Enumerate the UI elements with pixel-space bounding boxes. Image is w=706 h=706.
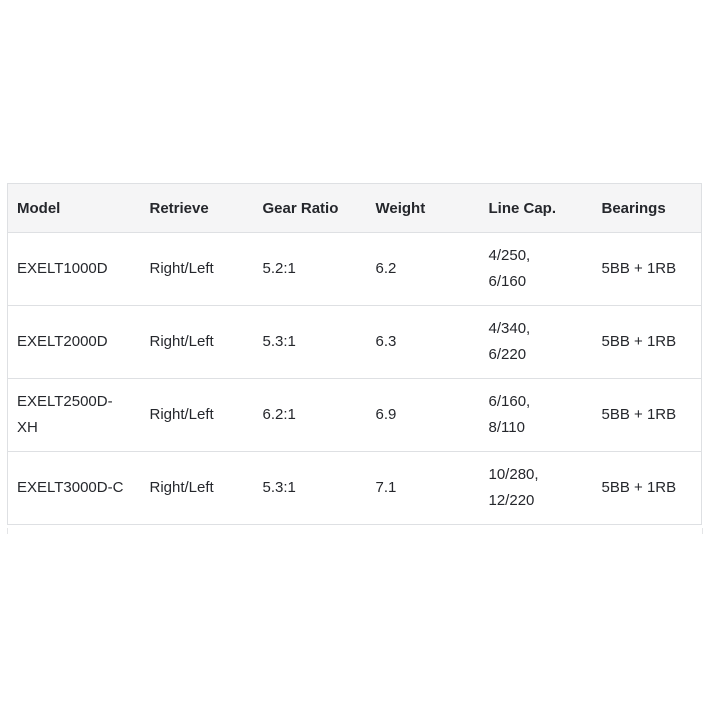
- cell-retrieve: Right/Left: [149, 305, 263, 379]
- line-cap-text: 10/280, 12/220: [488, 466, 539, 509]
- cell-bearings: 5BB + 1RB: [601, 305, 702, 379]
- cell-retrieve: Right/Left: [149, 451, 263, 525]
- column-header-bearings: Bearings: [601, 183, 702, 233]
- cell-line-cap: 6/160, 8/110: [488, 378, 602, 452]
- cell-gear-ratio: 5.3:1: [262, 451, 376, 525]
- cell-gear-ratio: 6.2:1: [262, 378, 376, 452]
- cell-model: EXELT3000D-C: [7, 451, 150, 525]
- model-text: EXELT2500D-XH: [17, 393, 113, 436]
- column-header-retrieve: Retrieve: [149, 183, 263, 233]
- cell-model: EXELT1000D: [7, 232, 150, 306]
- table-right-edge-remnant: [702, 528, 703, 534]
- column-header-line-cap: Line Cap.: [488, 183, 602, 233]
- cell-weight: 7.1: [375, 451, 489, 525]
- table-row: EXELT3000D-C Right/Left 5.3:1 7.1 10/280…: [7, 451, 702, 525]
- cell-line-cap: 4/340, 6/220: [488, 305, 602, 379]
- cell-retrieve: Right/Left: [149, 378, 263, 452]
- table-row: EXELT1000D Right/Left 5.2:1 6.2 4/250, 6…: [7, 232, 702, 306]
- cell-weight: 6.9: [375, 378, 489, 452]
- table-row: EXELT2000D Right/Left 5.3:1 6.3 4/340, 6…: [7, 305, 702, 379]
- line-cap-text: 6/160, 8/110: [488, 393, 531, 436]
- spec-table: Model Retrieve Gear Ratio Weight Line Ca…: [7, 183, 702, 525]
- cell-weight: 6.2: [375, 232, 489, 306]
- header-row: Model Retrieve Gear Ratio Weight Line Ca…: [7, 183, 702, 233]
- cell-weight: 6.3: [375, 305, 489, 379]
- column-header-model: Model: [7, 183, 150, 233]
- cell-bearings: 5BB + 1RB: [601, 451, 702, 525]
- cell-gear-ratio: 5.3:1: [262, 305, 376, 379]
- cell-retrieve: Right/Left: [149, 232, 263, 306]
- cell-bearings: 5BB + 1RB: [601, 232, 702, 306]
- cell-line-cap: 4/250, 6/160: [488, 232, 602, 306]
- cell-model: EXELT2000D: [7, 305, 150, 379]
- model-text: EXELT1000D: [17, 260, 108, 278]
- column-header-gear-ratio: Gear Ratio: [262, 183, 376, 233]
- cell-bearings: 5BB + 1RB: [601, 378, 702, 452]
- model-text: EXELT2000D: [17, 333, 108, 351]
- cell-model: EXELT2500D-XH: [7, 378, 150, 452]
- table-left-edge-remnant: [7, 528, 8, 534]
- line-cap-text: 4/250, 6/160: [488, 247, 531, 290]
- line-cap-text: 4/340, 6/220: [488, 320, 531, 363]
- cell-gear-ratio: 5.2:1: [262, 232, 376, 306]
- model-text: EXELT3000D-C: [17, 479, 124, 497]
- table-row: EXELT2500D-XH Right/Left 6.2:1 6.9 6/160…: [7, 378, 702, 452]
- cell-line-cap: 10/280, 12/220: [488, 451, 602, 525]
- column-header-weight: Weight: [375, 183, 489, 233]
